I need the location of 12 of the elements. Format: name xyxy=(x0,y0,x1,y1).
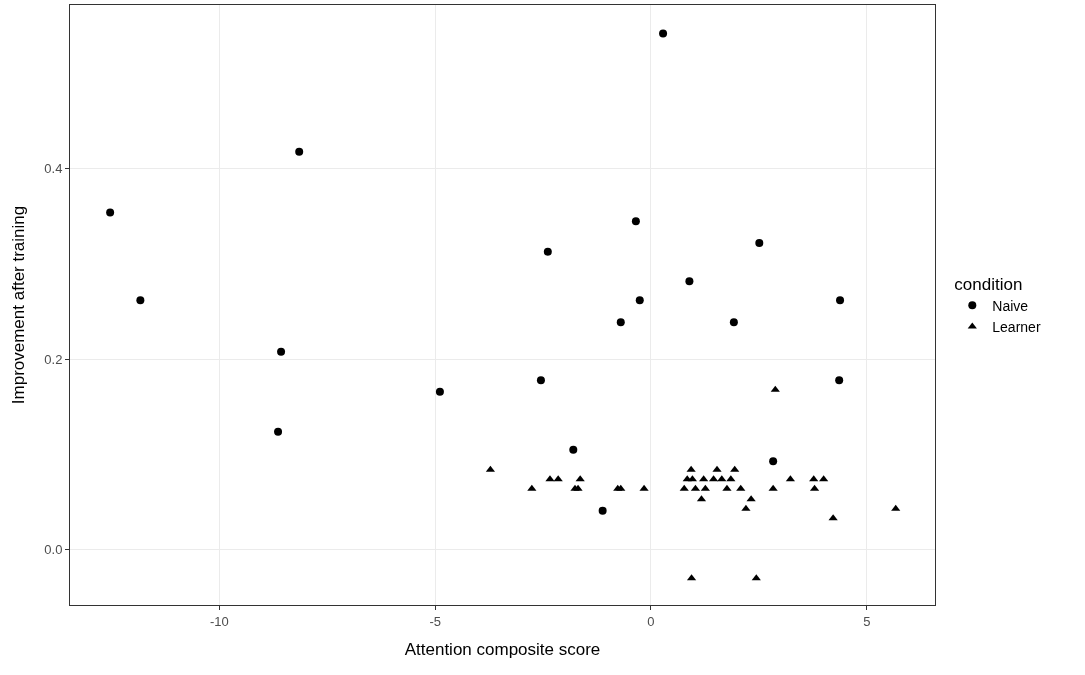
legend-label: Learner xyxy=(992,318,1041,335)
x-axis-title: Attention composite score xyxy=(404,640,601,659)
y-axis-title: Improvement after training xyxy=(8,205,28,405)
x-tick-label: -5 xyxy=(429,613,441,629)
y-tick-label: 0.2 xyxy=(44,351,63,367)
x-tick-label: -10 xyxy=(209,613,229,629)
y-tick-label: 0.4 xyxy=(44,161,63,177)
legend-title: condition xyxy=(954,274,1023,294)
legend-label: Naive xyxy=(992,297,1029,314)
x-tick-label: 5 xyxy=(863,613,871,629)
x-tick-label: 0 xyxy=(647,613,655,629)
y-tick-label: 0.0 xyxy=(44,542,63,558)
